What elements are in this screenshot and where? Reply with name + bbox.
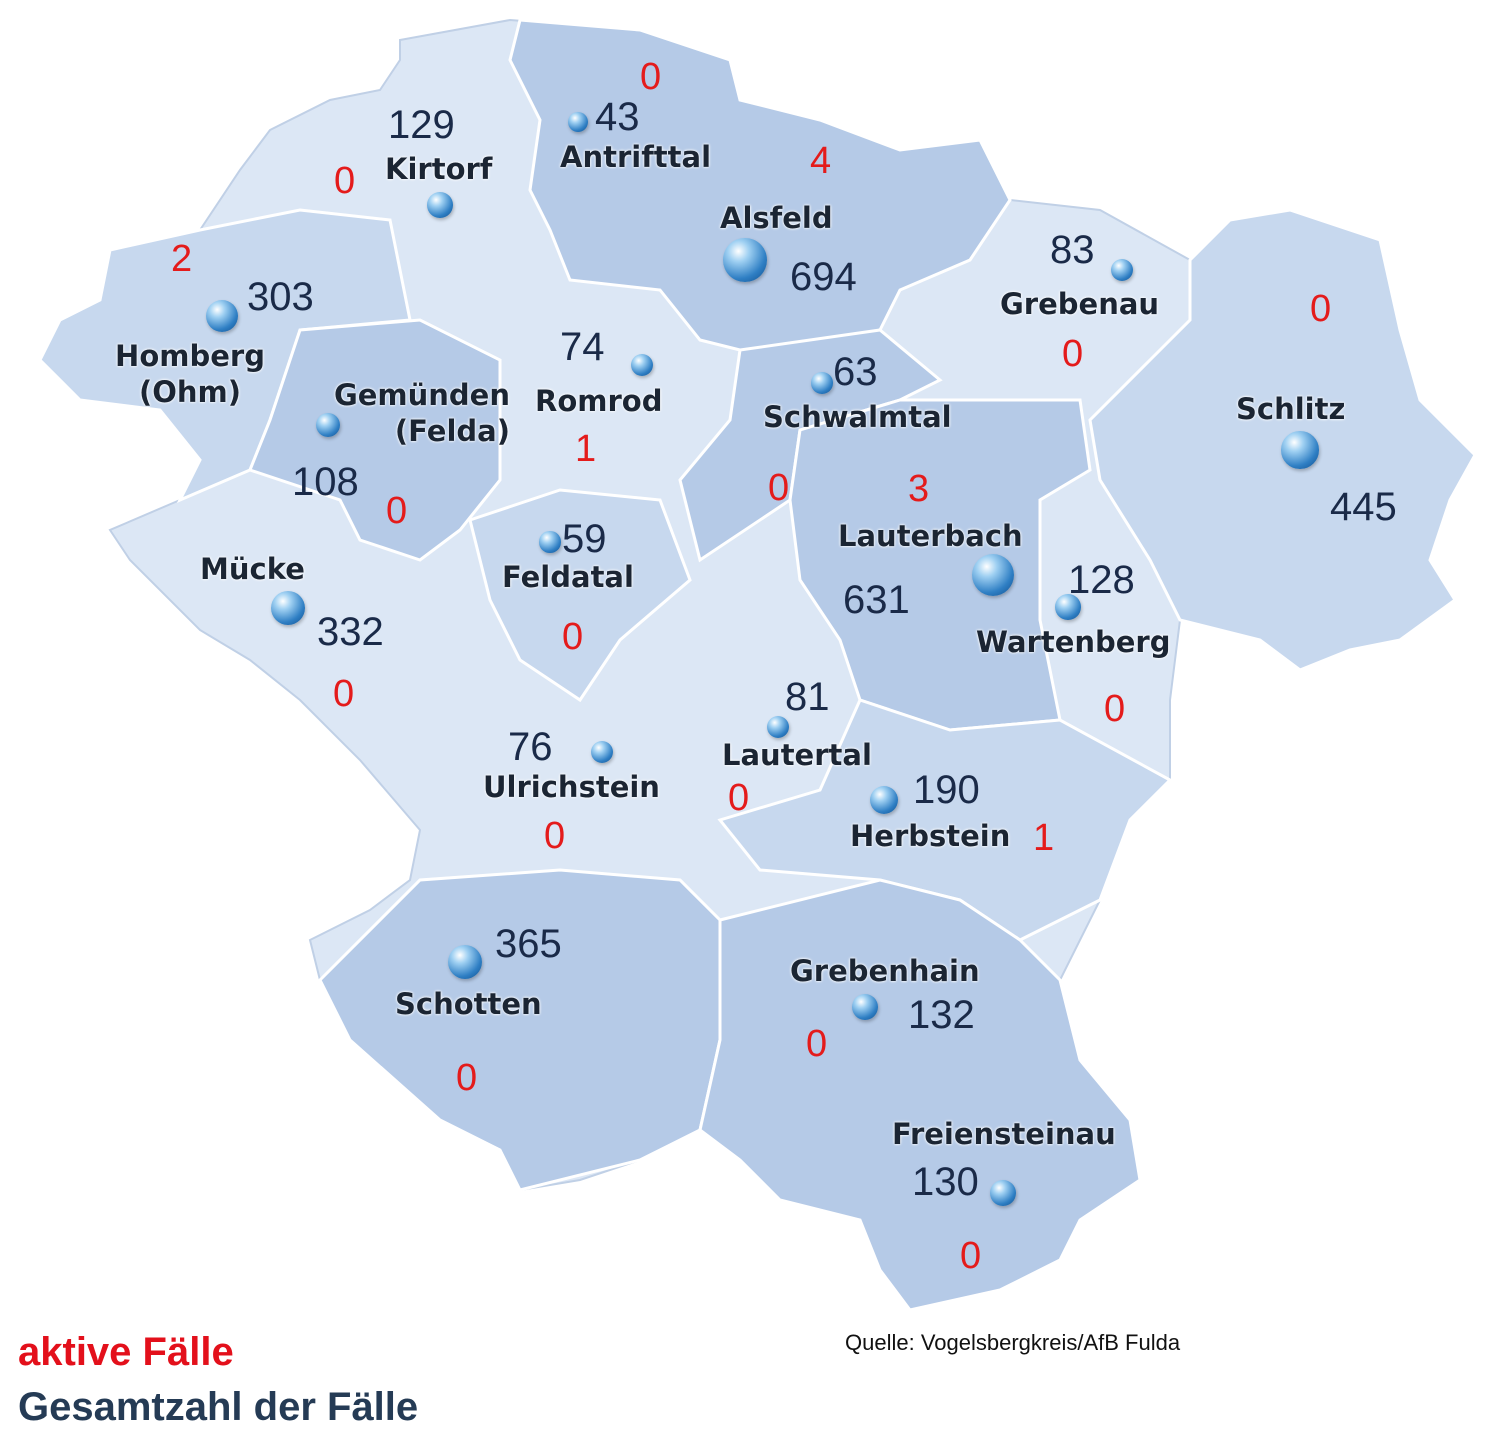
case-bubble-marker [539,531,561,553]
total-cases-value: 445 [1330,485,1397,529]
total-cases-value: 43 [595,95,640,139]
active-cases-value: 0 [333,673,355,715]
municipality-name: Schotten [395,987,542,1021]
total-cases-value: 63 [833,350,878,394]
active-cases-value: 2 [171,238,193,280]
case-bubble-marker [990,1180,1016,1206]
case-bubble-marker [630,353,654,377]
municipality-name: Freiensteinau [892,1117,1116,1151]
region-schotten [318,868,722,1192]
total-cases-value: 190 [913,768,980,812]
municipality-name: Grebenhain [790,954,980,988]
case-bubble-marker [271,591,305,625]
legend-active-cases: aktive Fälle [18,1330,234,1374]
active-cases-value: 0 [728,777,750,819]
case-bubble-marker [766,715,790,739]
case-bubble-marker [1055,594,1081,620]
case-bubble-marker [568,112,588,132]
active-cases-value: 0 [1104,688,1126,730]
region-grebenhain [698,878,1142,1312]
active-cases-value: 0 [768,467,790,509]
total-cases-value: 83 [1050,228,1095,272]
municipality-name: Schlitz [1236,392,1346,426]
municipality-name: Feldatal [502,560,634,594]
case-bubble-marker [427,192,453,218]
active-cases-value: 0 [544,815,566,857]
case-bubble-marker [971,553,1015,597]
active-cases-value: 3 [908,468,930,510]
active-cases-value: 0 [640,56,662,98]
total-cases-value: 303 [247,275,314,319]
legend-total-cases: Gesamtzahl der Fälle [18,1385,419,1429]
total-cases-value: 108 [292,460,359,504]
active-cases-value: 0 [334,160,356,202]
total-cases-value: 129 [388,103,455,147]
total-cases-value: 59 [562,517,607,561]
case-bubble-marker [1110,258,1134,282]
case-bubble-marker [723,238,767,282]
total-cases-value: 332 [317,610,384,654]
active-cases-value: 0 [562,616,584,658]
active-cases-value: 0 [1062,333,1084,375]
region-feldatal [468,488,692,703]
municipality-name: Lautertal [722,738,872,772]
municipality-name: Kirtorf [385,152,493,186]
total-cases-value: 81 [785,675,830,719]
case-bubble-marker [205,299,239,333]
total-cases-value: 132 [908,993,975,1037]
active-cases-value: 0 [960,1235,982,1277]
case-bubble-marker [869,785,899,815]
municipality-name: Schwalmtal [763,400,952,434]
case-bubble-marker [811,372,833,394]
region-gemuenden [248,318,502,562]
total-cases-value: 365 [495,922,562,966]
municipality-name: Romrod [535,384,663,418]
case-bubble-marker [315,412,341,438]
active-cases-value: 4 [810,140,832,182]
total-cases-value: 631 [843,578,910,622]
case-bubble-marker [447,944,483,980]
active-cases-value: 1 [1033,817,1055,859]
total-cases-value: 128 [1068,558,1135,602]
municipality-name: Herbstein [850,819,1011,853]
total-cases-value: 76 [508,725,553,769]
municipality-name: Gemünden (Felda) [333,378,510,449]
active-cases-value: 0 [386,490,408,532]
source-credit: Quelle: Vogelsbergkreis/AfB Fulda [845,1330,1181,1355]
active-cases-value: 0 [456,1057,478,1099]
municipality-name: Mücke [200,552,305,586]
case-bubble-marker [852,994,878,1020]
active-cases-value: 0 [1310,288,1332,330]
municipality-name: Alsfeld [720,201,833,235]
municipality-name: Lauterbach [838,519,1023,553]
total-cases-value: 130 [912,1160,979,1204]
active-cases-value: 1 [575,428,597,470]
municipality-name: Grebenau [1000,287,1160,321]
case-bubble-marker [590,740,614,764]
municipality-name: Ulrichstein [483,770,660,804]
case-bubble-marker [1281,431,1319,469]
municipality-name: Wartenberg [976,625,1171,659]
municipality-name: Homberg (Ohm) [115,339,265,410]
total-cases-value: 694 [790,255,857,299]
total-cases-value: 74 [560,325,605,369]
municipality-name: Antrifttal [560,140,712,174]
active-cases-value: 0 [806,1023,828,1065]
